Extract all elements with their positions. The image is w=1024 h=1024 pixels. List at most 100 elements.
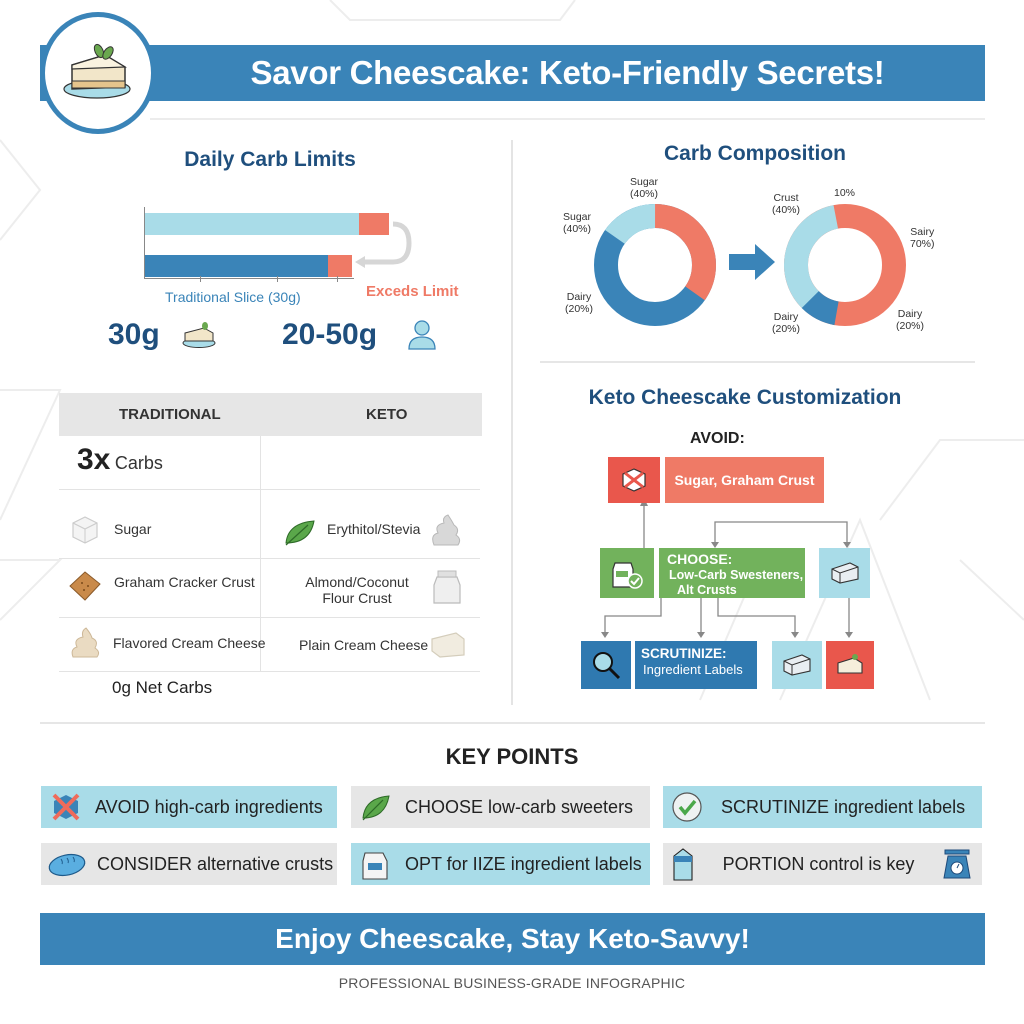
donut-right-label-lower-right: Dairy (20%) <box>896 308 924 332</box>
donut-right-label-right: Sairy 70%) <box>910 226 935 250</box>
section-divider <box>40 722 985 724</box>
flowchart-connectors <box>601 498 853 638</box>
avoid-box: Sugar, Graham Crust <box>665 457 824 503</box>
scale-icon <box>943 849 971 879</box>
cube-icon-box-2 <box>772 641 822 689</box>
flour-bag-icon <box>433 570 461 604</box>
key-point-avoid: AVOID high-carb ingredients <box>41 786 337 828</box>
sugar-cube-icon <box>72 516 98 544</box>
footer-subtitle: PROFESSIONAL BUSINESS-GRADE INFOGRAPHIC <box>338 975 686 991</box>
donut-left-label-lower-left: Dairy (20%) <box>565 291 593 315</box>
keto-item-crust-line2: Flour Crust <box>322 590 392 606</box>
carb-multiplier: 3x Carbs <box>77 443 163 477</box>
donut-right-label-lower-left: Dairy (20%) <box>772 311 800 335</box>
right-section-divider <box>540 361 975 363</box>
crossed-cube-icon <box>622 468 646 492</box>
key-point-text: PORTION control is key <box>722 853 915 874</box>
scrutinize-text: Ingredient Labels <box>643 662 743 678</box>
table-row-divider <box>59 671 480 672</box>
bar-traditional-slice <box>145 255 328 277</box>
header-banner <box>40 45 985 101</box>
choose-box: CHOOSE: Low-Carb Swesteners, Alt Crusts <box>659 548 805 598</box>
bag-check-icon <box>612 562 643 589</box>
column-header-keto: KETO <box>366 406 408 423</box>
choose-line2: Alt Crusts <box>677 582 737 597</box>
exceeds-limit-label: Exceds Limit <box>366 283 459 300</box>
logo-badge <box>40 12 156 134</box>
traditional-item-sugar: Sugar <box>114 521 152 537</box>
traditional-item-crust: Graham Cracker Crust <box>114 574 255 590</box>
donut-left-label-upper-left: Sugar (40%) <box>563 211 591 235</box>
scrutinize-title: SCRUTINIZE: <box>641 646 727 661</box>
carb-composition-title: Carb Composition <box>664 142 846 165</box>
leaf-icon <box>285 520 315 546</box>
key-points-title: KEY POINTS <box>445 744 579 769</box>
leaf-icon <box>362 795 390 821</box>
table-row-divider <box>59 617 480 618</box>
donut-chart-keto <box>784 204 906 326</box>
key-point-text: CONSIDER alternative crusts <box>97 853 334 874</box>
label-value: (40%) <box>563 223 592 236</box>
key-point-consider: CONSIDER alternative crusts <box>41 843 337 885</box>
label-name: Dairy <box>773 311 799 323</box>
keto-item-crust-line1: Almond/Coconut <box>305 574 409 590</box>
bar-axis-x <box>144 278 354 279</box>
footer-title: Enjoy Cheescake, Stay Keto-Savvy! <box>275 923 750 954</box>
axis-tick <box>337 276 338 282</box>
cube-icon-box <box>819 548 870 598</box>
column-divider <box>511 140 513 705</box>
label-name: Dairy <box>897 308 923 320</box>
header-divider <box>150 118 985 120</box>
bar-label-traditional: Traditional Slice (30g) <box>165 289 301 305</box>
key-point-choose: CHOOSE low-carb sweeters <box>351 786 650 828</box>
whipped-cream-icon <box>432 514 461 546</box>
choose-line1: Low-Carb Swesteners, <box>669 567 804 582</box>
multiplier-value: 3x <box>77 443 111 476</box>
daily-range-value: 20-50g <box>282 318 378 351</box>
table-row-divider <box>59 558 480 559</box>
keto-item-crust: Almond/Coconut Flour Crust <box>297 574 417 606</box>
page-title: Savor Cheescake: Keto-Friendly Secrets! <box>250 54 885 91</box>
key-point-text: CHOOSE low-carb sweeters <box>405 796 634 817</box>
choose-title: CHOOSE: <box>667 551 733 567</box>
label-name: Sairy <box>910 226 935 238</box>
label-value: 70%) <box>910 238 935 251</box>
key-point-text: AVOID high-carb ingredients <box>95 796 323 817</box>
axis-tick <box>277 276 278 282</box>
person-icon <box>408 320 436 350</box>
slice-carb-value: 30g <box>108 318 160 351</box>
cube-icon <box>783 654 811 676</box>
multiplier-unit: Carbs <box>114 453 163 473</box>
donut-right-label-crust: Crust (40%) <box>772 192 800 216</box>
donut-chart-traditional <box>594 204 716 326</box>
key-point-opt: OPT for IIZE ingredient labels <box>351 843 650 885</box>
bar-daily-limit <box>145 213 359 235</box>
choose-icon-box <box>600 548 654 598</box>
label-name: Sugar <box>563 211 592 223</box>
cream-swirl-icon <box>71 627 100 658</box>
milk-carton-icon <box>673 848 693 881</box>
footer-banner <box>40 913 985 965</box>
curved-arrow-icon <box>355 221 412 268</box>
scrutinize-box: SCRUTINIZE: Ingredient Labels <box>635 641 757 689</box>
cheesecake-icon-box <box>826 641 874 689</box>
key-point-portion: PORTION control is key <box>663 843 982 885</box>
donut-right-label-top: 10% <box>834 187 855 199</box>
right-arrow-icon <box>729 244 775 280</box>
avoid-heading: AVOID: <box>690 430 745 447</box>
keto-item-cream-cheese: Plain Cream Cheese <box>299 637 429 653</box>
keto-item-sweetener: Erythitol/Stevia <box>327 521 421 537</box>
label-name: Dairy <box>566 291 592 303</box>
key-point-text: OPT for IIZE ingredient labels <box>405 853 642 874</box>
label-value: (20%) <box>896 320 925 333</box>
label-value: (40%) <box>772 204 801 217</box>
table-row-divider <box>59 489 480 490</box>
axis-tick <box>200 276 201 282</box>
label-value: (20%) <box>772 323 801 336</box>
cracker-icon <box>69 571 101 601</box>
label-name: Crust <box>773 192 799 204</box>
cheesecake-slice-icon <box>182 322 216 348</box>
bar-daily-excess <box>359 213 389 235</box>
cube-icon <box>830 562 859 584</box>
label-name: Sugar <box>630 176 659 188</box>
